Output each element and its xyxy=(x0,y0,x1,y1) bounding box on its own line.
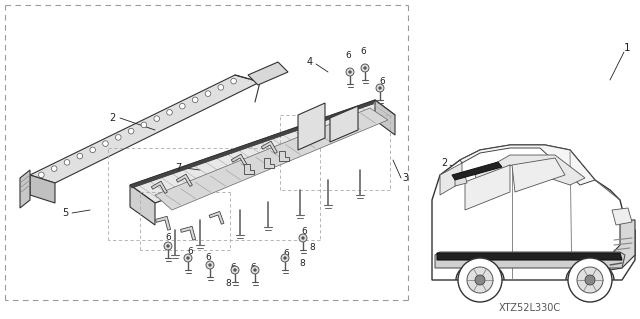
Circle shape xyxy=(141,122,147,128)
Polygon shape xyxy=(264,158,274,168)
Circle shape xyxy=(568,258,612,302)
Polygon shape xyxy=(156,216,171,230)
Circle shape xyxy=(164,242,172,250)
Text: 6: 6 xyxy=(345,50,351,60)
Polygon shape xyxy=(460,145,595,185)
Polygon shape xyxy=(432,145,635,280)
Polygon shape xyxy=(130,100,395,203)
Polygon shape xyxy=(209,211,224,224)
Circle shape xyxy=(115,135,121,140)
Text: 6: 6 xyxy=(187,247,193,256)
Text: XTZ52L330C: XTZ52L330C xyxy=(499,303,561,313)
Circle shape xyxy=(349,70,351,73)
Circle shape xyxy=(187,256,189,259)
Circle shape xyxy=(231,78,236,84)
Polygon shape xyxy=(455,175,467,186)
Circle shape xyxy=(218,85,223,90)
Circle shape xyxy=(346,68,354,76)
Circle shape xyxy=(64,160,70,165)
Text: 3: 3 xyxy=(402,173,408,183)
Polygon shape xyxy=(298,103,325,150)
Circle shape xyxy=(467,267,493,293)
Circle shape xyxy=(364,67,366,70)
Text: 6: 6 xyxy=(205,254,211,263)
Polygon shape xyxy=(231,154,247,167)
Circle shape xyxy=(376,84,384,92)
Text: 2: 2 xyxy=(109,113,115,123)
Circle shape xyxy=(166,245,170,248)
Polygon shape xyxy=(261,141,277,153)
Polygon shape xyxy=(130,185,155,225)
Text: 8: 8 xyxy=(225,278,231,287)
Circle shape xyxy=(184,254,192,262)
Polygon shape xyxy=(279,151,289,161)
Circle shape xyxy=(209,263,211,266)
Polygon shape xyxy=(180,226,196,240)
Text: 5: 5 xyxy=(62,208,68,218)
Circle shape xyxy=(281,254,289,262)
Polygon shape xyxy=(30,175,55,203)
Text: 6: 6 xyxy=(250,263,256,271)
Text: 4: 4 xyxy=(307,57,313,67)
Text: 6: 6 xyxy=(165,234,171,242)
Circle shape xyxy=(475,275,485,285)
Circle shape xyxy=(234,269,236,271)
Polygon shape xyxy=(475,155,585,185)
Circle shape xyxy=(154,116,159,122)
Polygon shape xyxy=(30,75,260,183)
Polygon shape xyxy=(130,100,375,188)
Text: 6: 6 xyxy=(379,78,385,86)
Text: 2: 2 xyxy=(441,158,447,168)
Circle shape xyxy=(193,97,198,103)
Circle shape xyxy=(38,172,44,178)
Circle shape xyxy=(284,256,287,259)
Circle shape xyxy=(205,91,211,96)
Polygon shape xyxy=(248,62,288,85)
Circle shape xyxy=(301,237,305,239)
Circle shape xyxy=(231,266,239,274)
Polygon shape xyxy=(612,208,632,225)
Polygon shape xyxy=(155,108,388,210)
Circle shape xyxy=(458,258,502,302)
Circle shape xyxy=(577,267,603,293)
Polygon shape xyxy=(375,100,395,135)
Polygon shape xyxy=(244,164,254,174)
Text: 6: 6 xyxy=(230,263,236,271)
Polygon shape xyxy=(20,170,30,208)
Polygon shape xyxy=(437,253,622,260)
Circle shape xyxy=(585,275,595,285)
Circle shape xyxy=(251,266,259,274)
Circle shape xyxy=(90,147,95,153)
Polygon shape xyxy=(608,220,635,270)
Polygon shape xyxy=(330,106,358,142)
Circle shape xyxy=(102,141,108,146)
Text: 8: 8 xyxy=(299,259,305,269)
Polygon shape xyxy=(440,163,462,195)
Text: 6: 6 xyxy=(301,227,307,236)
Circle shape xyxy=(167,109,172,115)
Circle shape xyxy=(206,261,214,269)
Polygon shape xyxy=(465,165,510,210)
Circle shape xyxy=(51,166,57,171)
Circle shape xyxy=(253,269,257,271)
Text: 6: 6 xyxy=(283,249,289,258)
Text: 1: 1 xyxy=(624,43,630,53)
Polygon shape xyxy=(435,252,625,268)
Polygon shape xyxy=(151,181,167,194)
Circle shape xyxy=(180,103,185,109)
Polygon shape xyxy=(452,162,502,180)
Circle shape xyxy=(128,128,134,134)
Polygon shape xyxy=(512,158,565,192)
Text: 7: 7 xyxy=(175,163,181,173)
Circle shape xyxy=(299,234,307,242)
Circle shape xyxy=(77,153,83,159)
Circle shape xyxy=(379,86,381,89)
Circle shape xyxy=(361,64,369,72)
Text: 3: 3 xyxy=(625,220,631,230)
Polygon shape xyxy=(177,174,193,187)
Text: 8: 8 xyxy=(309,243,315,253)
Text: 6: 6 xyxy=(360,47,366,56)
